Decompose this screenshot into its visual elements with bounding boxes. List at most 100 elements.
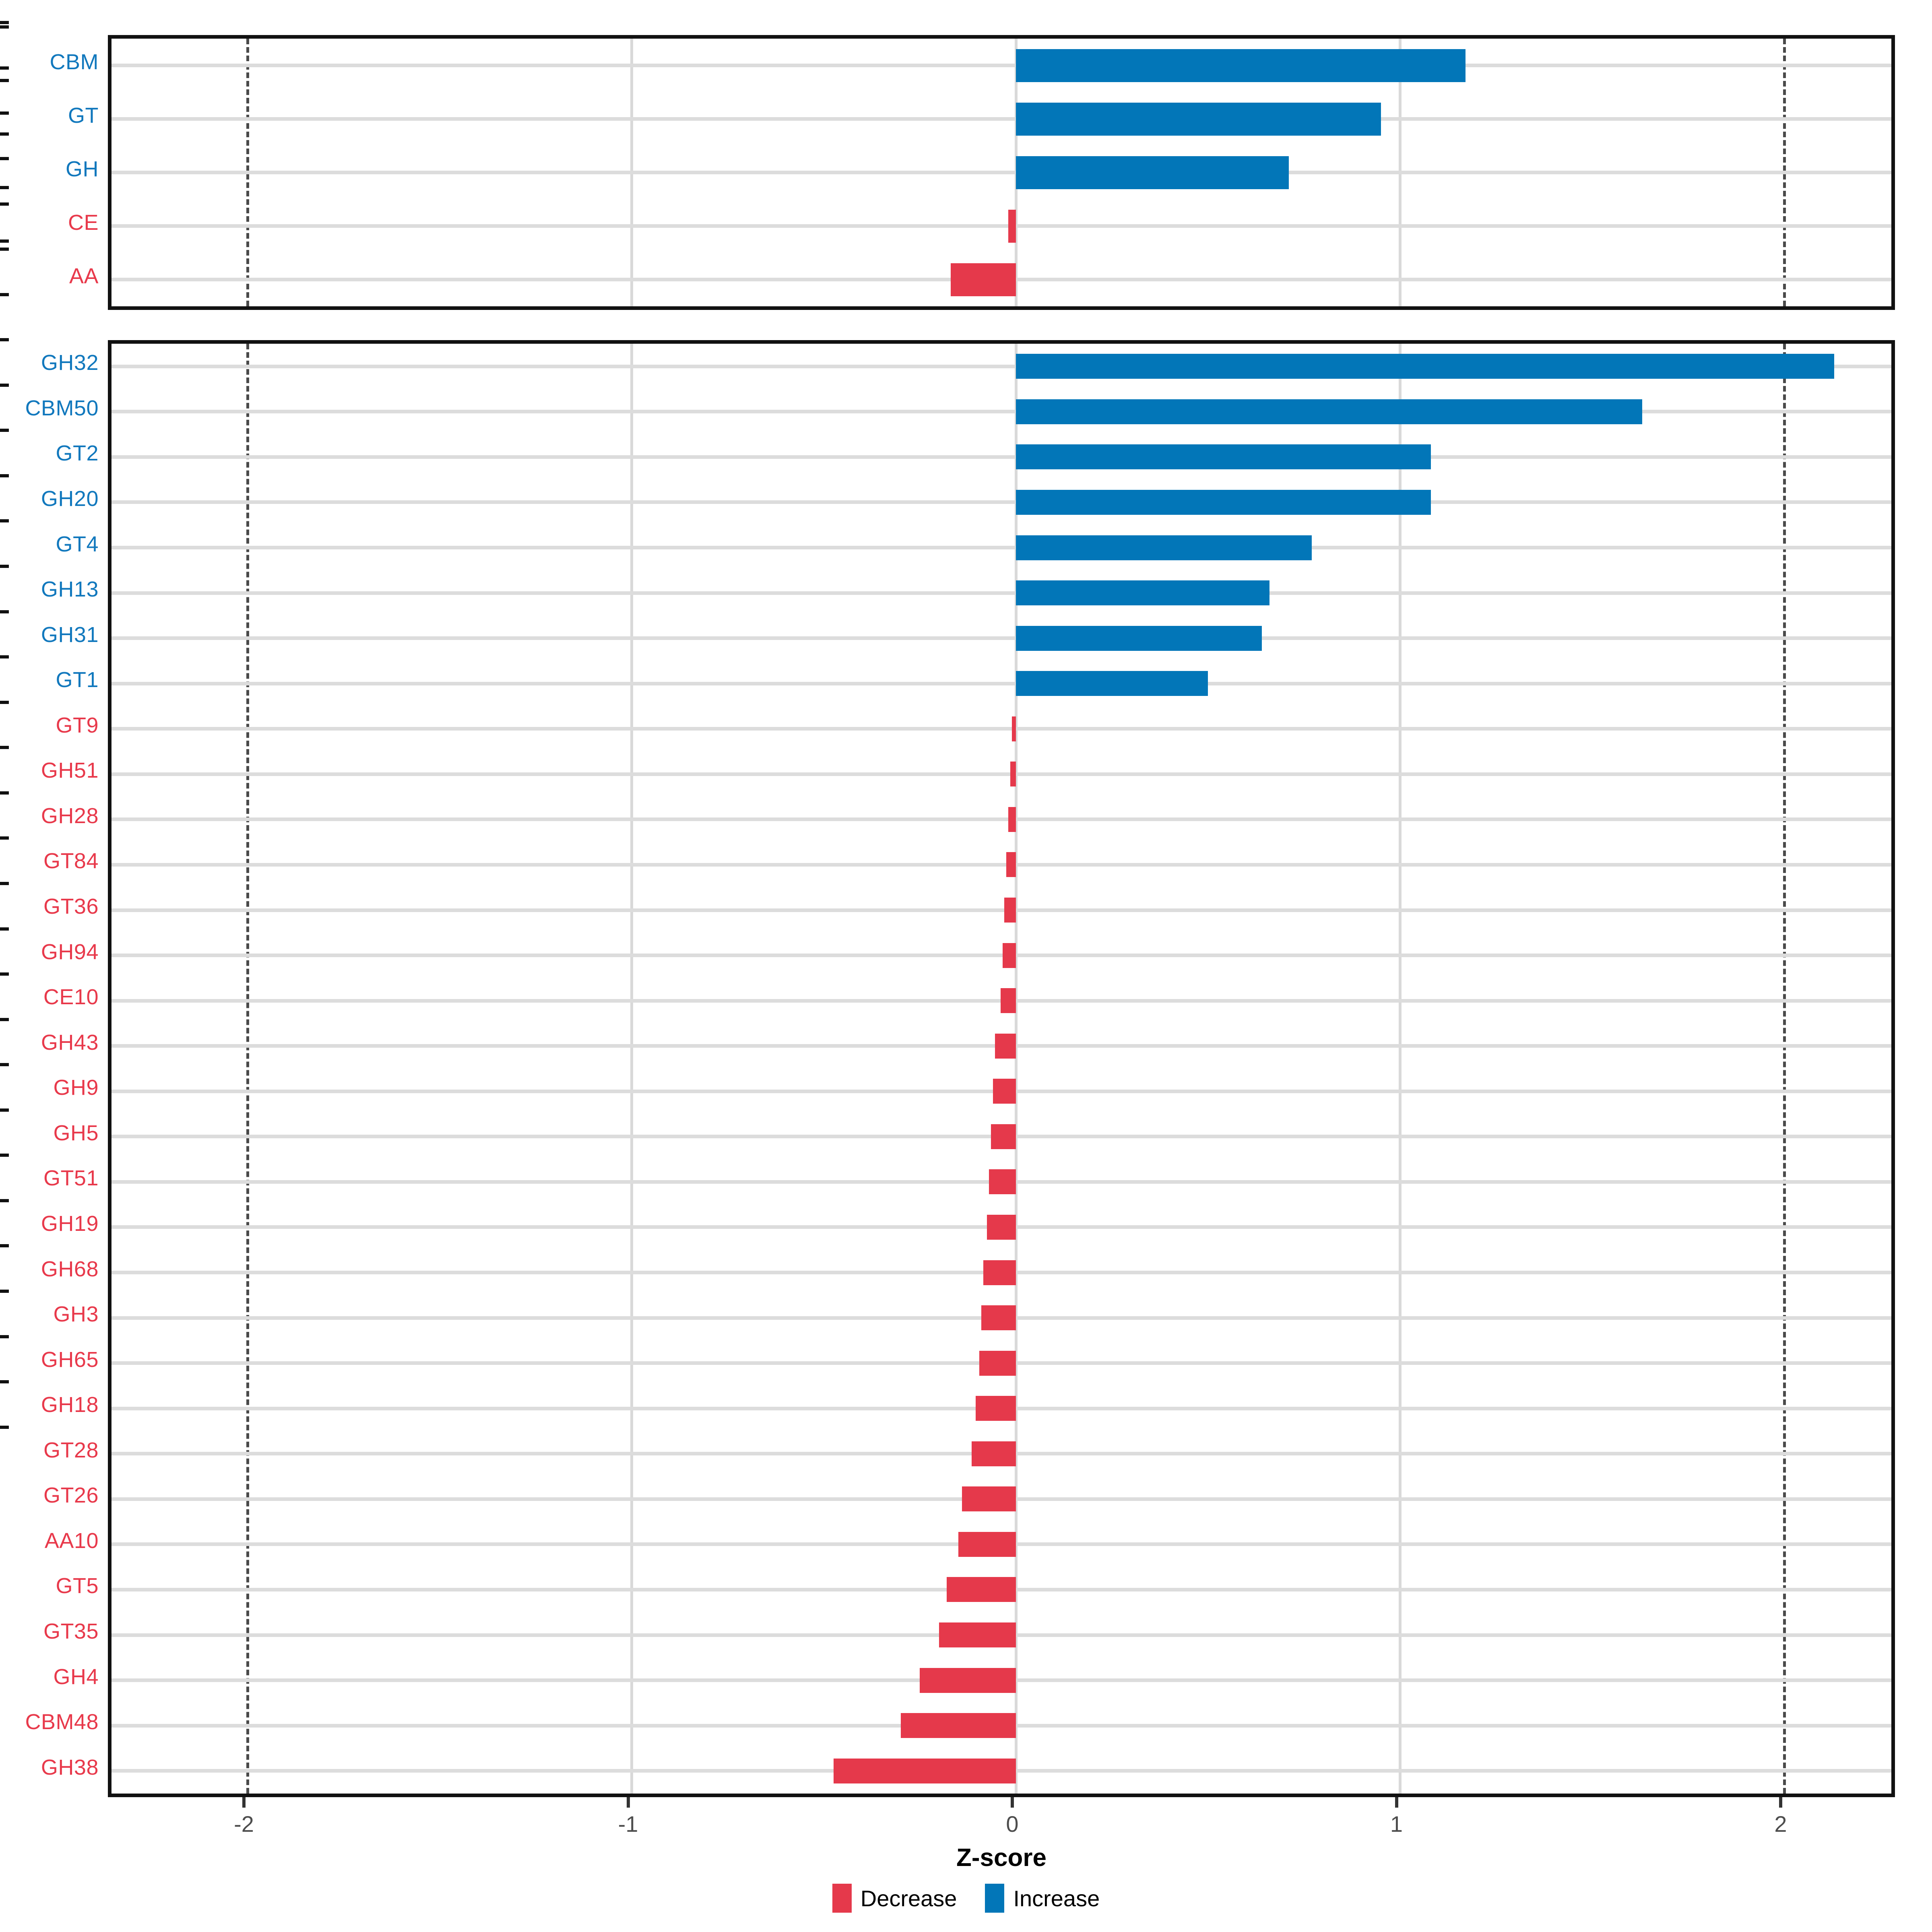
y-axis-label-gh3: GH3 <box>53 1302 99 1327</box>
bar-gt5[interactable] <box>947 1577 1016 1602</box>
y-axis-tick <box>0 1063 9 1067</box>
bar-cbm48[interactable] <box>900 1713 1016 1738</box>
y-axis-label-gt2: GT2 <box>56 441 99 466</box>
y-axis-label-gh4: GH4 <box>53 1664 99 1689</box>
y-axis-label-gh19: GH19 <box>41 1211 99 1236</box>
legend-swatch-increase-icon <box>985 1884 1005 1913</box>
bar-gh38[interactable] <box>833 1758 1016 1783</box>
y-axis-label-cbm: CBM <box>50 50 99 74</box>
bar-gh20[interactable] <box>1016 489 1431 515</box>
y-axis-label-gt35: GT35 <box>43 1619 99 1644</box>
y-axis-tick <box>0 565 9 568</box>
y-axis-tick <box>0 293 9 296</box>
y-axis-tick <box>0 338 9 342</box>
y-axis-label-ce10: CE10 <box>43 985 99 1009</box>
horizontal-gridline <box>111 171 1891 174</box>
legend-swatch-decrease-icon <box>832 1884 852 1913</box>
bar-gh3[interactable] <box>981 1305 1016 1331</box>
bar-gh18[interactable] <box>975 1396 1016 1421</box>
legend-item-increase[interactable]: Increase <box>985 1884 1100 1913</box>
y-axis-tick <box>0 132 9 136</box>
horizontal-gridline <box>111 546 1891 550</box>
bar-gh31[interactable] <box>1016 625 1262 651</box>
bar-gt51[interactable] <box>989 1169 1016 1195</box>
bar-gh[interactable] <box>1016 156 1289 189</box>
y-axis-tick <box>0 157 9 160</box>
y-axis-tick <box>0 1290 9 1293</box>
y-axis-tick <box>0 1154 9 1157</box>
x-axis-tick <box>626 1797 630 1808</box>
y-axis-tick <box>0 972 9 976</box>
x-axis-tick-label: 2 <box>1774 1811 1787 1837</box>
bar-gh32[interactable] <box>1016 354 1835 379</box>
y-axis-label-gh: GH <box>66 157 99 181</box>
legend-item-decrease[interactable]: Decrease <box>832 1884 957 1913</box>
bar-gh68[interactable] <box>983 1260 1016 1285</box>
y-axis-label-gt4: GT4 <box>56 532 99 556</box>
bar-gt1[interactable] <box>1016 671 1208 696</box>
bar-gt4[interactable] <box>1016 535 1312 560</box>
x-axis-tick <box>1779 1797 1782 1808</box>
y-axis-tick <box>0 927 9 931</box>
y-axis-tick <box>0 25 9 29</box>
bar-ce[interactable] <box>1008 209 1016 243</box>
bar-aa10[interactable] <box>958 1532 1016 1557</box>
cazyme-family-plot-area <box>111 344 1891 1794</box>
bar-gt36[interactable] <box>1004 898 1016 923</box>
horizontal-gridline <box>111 727 1891 731</box>
y-axis-labels-class-panel: CBM GT GH CE AA <box>0 35 99 310</box>
y-axis-label-gt5: GT5 <box>56 1574 99 1598</box>
y-axis-label-gh43: GH43 <box>41 1030 99 1055</box>
horizontal-gridline <box>111 908 1891 912</box>
y-axis-tick <box>0 429 9 432</box>
bar-gh51[interactable] <box>1010 762 1016 787</box>
y-axis-label-gh51: GH51 <box>41 758 99 783</box>
y-axis-tick <box>0 202 9 206</box>
bar-gh19[interactable] <box>987 1214 1016 1240</box>
bar-gt84[interactable] <box>1006 852 1016 877</box>
horizontal-gridline <box>111 410 1891 414</box>
x-axis: -2 -1 0 1 2 <box>108 1797 1895 1849</box>
y-axis-tick <box>0 383 9 387</box>
bar-gt26[interactable] <box>962 1486 1016 1512</box>
bar-gt2[interactable] <box>1016 444 1431 470</box>
y-axis-label-gt9: GT9 <box>56 713 99 737</box>
bar-cbm[interactable] <box>1016 49 1466 82</box>
y-axis-label-gh13: GH13 <box>41 577 99 602</box>
y-axis-label-gh5: GH5 <box>53 1121 99 1145</box>
horizontal-gridline <box>111 817 1891 822</box>
legend-label-decrease: Decrease <box>860 1885 957 1911</box>
bar-aa[interactable] <box>950 263 1016 296</box>
y-axis-label-gt84: GT84 <box>43 849 99 873</box>
y-axis-tick <box>0 239 9 243</box>
bar-gt35[interactable] <box>939 1622 1016 1648</box>
bar-gt[interactable] <box>1016 102 1381 136</box>
y-axis-tick <box>0 111 9 115</box>
y-axis-label-gh65: GH65 <box>41 1347 99 1372</box>
y-axis-tick <box>0 655 9 659</box>
vertical-gridline <box>246 344 249 1794</box>
y-axis-label-gh32: GH32 <box>41 351 99 375</box>
bar-gh9[interactable] <box>993 1079 1016 1104</box>
horizontal-gridline <box>111 224 1891 228</box>
bar-gh43[interactable] <box>995 1033 1016 1059</box>
y-axis-tick <box>0 1244 9 1248</box>
horizontal-gridline <box>111 64 1891 67</box>
bar-gh94[interactable] <box>1002 943 1016 968</box>
bar-cbm50[interactable] <box>1016 399 1642 424</box>
y-axis-tick <box>0 746 9 749</box>
horizontal-gridline <box>111 364 1891 368</box>
y-axis-label-gt51: GT51 <box>43 1166 99 1191</box>
x-axis-tick-label: 0 <box>1006 1811 1019 1837</box>
bar-gh65[interactable] <box>979 1350 1016 1376</box>
y-axis-label-gt36: GT36 <box>43 894 99 919</box>
bar-gh5[interactable] <box>991 1124 1016 1149</box>
bar-ce10[interactable] <box>1000 988 1016 1013</box>
bar-gh4[interactable] <box>920 1668 1016 1693</box>
bar-gt28[interactable] <box>972 1441 1016 1466</box>
bar-gt9[interactable] <box>1012 716 1016 741</box>
bar-gh13[interactable] <box>1016 580 1269 606</box>
bar-gh28[interactable] <box>1008 807 1016 832</box>
x-axis-tick <box>1011 1797 1014 1808</box>
